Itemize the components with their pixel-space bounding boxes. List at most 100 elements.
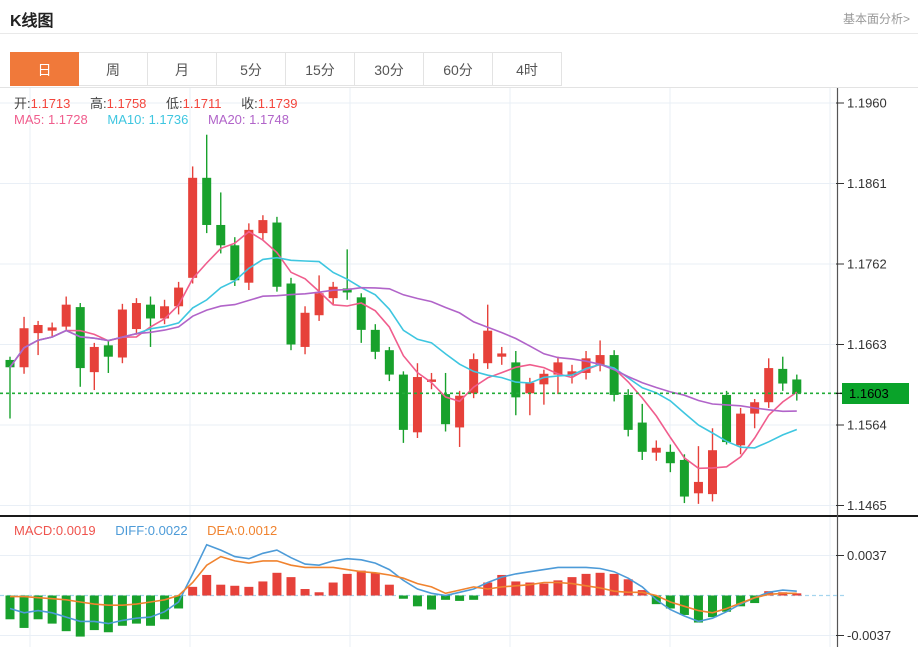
macd-axis-label: 0.0037	[847, 548, 887, 563]
candle-body	[286, 283, 296, 345]
macd-bar	[609, 573, 619, 596]
macd-bar	[202, 574, 212, 596]
title-divider	[0, 33, 918, 34]
candle-body	[342, 288, 352, 293]
tab-30min[interactable]: 30分	[355, 52, 424, 86]
candle-body	[483, 330, 493, 364]
interval-tabs: 日 周 月 5分 15分 30分 60分 4时	[10, 52, 562, 86]
macd-bar	[469, 595, 479, 600]
candle-body	[651, 447, 661, 453]
candle-body	[89, 346, 99, 373]
macd-bar	[314, 592, 324, 596]
tab-5min[interactable]: 5分	[217, 52, 286, 86]
dea-line	[10, 555, 797, 614]
price-axis-label: 1.1762	[847, 257, 887, 272]
page-title: K线图	[10, 13, 54, 30]
candle-body	[146, 304, 155, 319]
macd-bar	[19, 595, 29, 628]
macd-bar	[33, 595, 43, 620]
candle-body	[623, 394, 633, 430]
candle-body	[47, 327, 57, 331]
candle-body	[553, 362, 563, 375]
candle-body	[33, 324, 43, 334]
candle-body	[693, 481, 703, 494]
candle-body	[595, 355, 605, 366]
macd-bar	[216, 584, 226, 596]
macd-bar	[300, 589, 310, 596]
candle-body	[412, 377, 422, 433]
tab-15min[interactable]: 15分	[286, 52, 355, 86]
fundamental-analysis-link[interactable]: 基本面分析>	[842, 12, 910, 26]
macd-bar	[412, 595, 422, 607]
candle-body	[637, 422, 647, 452]
candle-body	[441, 394, 451, 425]
candle-body	[103, 345, 113, 357]
price-axis-label: 1.1465	[847, 498, 887, 513]
candle-body	[188, 177, 198, 278]
macd-bar	[427, 595, 436, 610]
candle-body	[61, 304, 71, 327]
tab-month[interactable]: 月	[148, 52, 217, 86]
tab-60min[interactable]: 60分	[424, 52, 493, 86]
candle-body	[764, 368, 774, 403]
candle-body	[497, 353, 507, 357]
macd-bar	[286, 577, 296, 596]
macd-axis-label: -0.0037	[847, 628, 891, 643]
candle-body	[300, 312, 310, 347]
macd-bar	[188, 586, 198, 596]
macd-bar	[61, 595, 71, 632]
candle-body	[384, 350, 394, 375]
panel-separator	[0, 515, 918, 517]
candle-body	[131, 303, 141, 330]
macd-bar	[272, 572, 282, 596]
candle-body	[736, 413, 746, 446]
macd-bar	[581, 573, 591, 596]
macd-bar	[356, 570, 366, 596]
macd-bar	[764, 591, 774, 596]
macd-bar	[525, 582, 535, 596]
macd-bar	[384, 584, 394, 596]
candle-body	[398, 374, 408, 430]
tab-4hour[interactable]: 4时	[493, 52, 562, 86]
macd-bar	[342, 573, 352, 596]
macd-bar	[736, 595, 746, 607]
candle-body	[539, 373, 549, 385]
candle-body	[455, 395, 465, 428]
candle-body	[230, 245, 240, 281]
price-axis-label: 1.1663	[847, 337, 887, 352]
macd-bar	[370, 572, 380, 596]
candle-body	[314, 293, 324, 316]
candle-body	[356, 297, 366, 330]
macd-bar	[258, 581, 268, 596]
candle-body	[244, 229, 254, 283]
tab-week[interactable]: 周	[79, 52, 148, 86]
macd-bar	[679, 595, 689, 615]
candle-body	[117, 309, 127, 358]
candle-body	[708, 450, 717, 495]
candle-body	[679, 459, 689, 497]
candle-body	[511, 362, 521, 398]
candle-body	[5, 359, 15, 368]
macd-bar	[75, 595, 85, 637]
candle-body	[272, 222, 282, 287]
candle-body	[427, 379, 436, 382]
candle-body	[328, 286, 338, 299]
price-axis-label: 1.1861	[847, 176, 887, 191]
ma20-line	[9, 286, 797, 413]
price-axis-label: 1.1564	[847, 418, 887, 433]
macd-bar	[539, 583, 549, 596]
macd-bar	[623, 579, 633, 596]
candle-body	[665, 451, 675, 464]
candle-body	[525, 382, 535, 394]
candle-body	[216, 224, 226, 246]
candle-body	[469, 359, 479, 394]
candle-body	[778, 368, 788, 384]
macd-bar	[146, 595, 155, 626]
macd-bar	[792, 593, 802, 596]
macd-bar	[47, 595, 57, 624]
tab-day[interactable]: 日	[10, 52, 79, 86]
macd-bar	[567, 577, 577, 596]
macd-bar	[160, 595, 170, 620]
